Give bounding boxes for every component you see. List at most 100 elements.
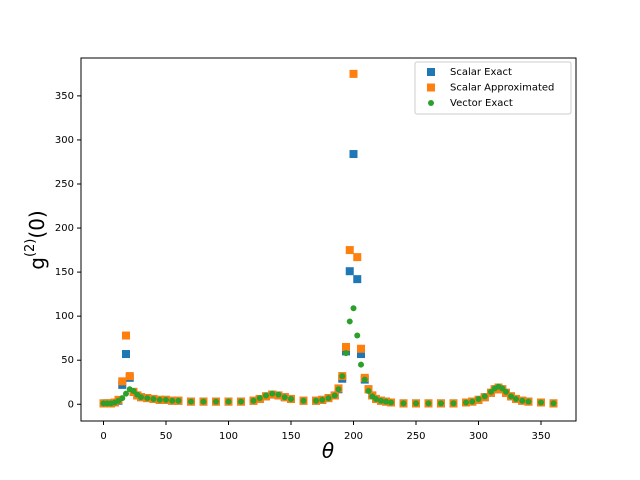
x-tick-label: 150 — [281, 431, 300, 442]
y-label-base: g — [25, 257, 49, 270]
data-point — [119, 395, 126, 402]
legend-marker — [427, 68, 435, 76]
data-point — [513, 395, 519, 402]
data-point — [345, 267, 354, 276]
data-point — [125, 372, 134, 381]
data-point — [519, 397, 526, 404]
x-tick-label: 350 — [531, 431, 550, 442]
data-point — [335, 386, 342, 393]
data-point — [118, 377, 127, 386]
data-point — [438, 400, 444, 407]
legend-label: Vector Exact — [450, 98, 513, 109]
y-tick-label: 50 — [61, 355, 74, 366]
data-point — [225, 398, 232, 405]
data-point — [281, 394, 288, 401]
x-tick-label: 250 — [406, 431, 425, 442]
data-point — [388, 399, 394, 406]
data-point — [342, 342, 350, 351]
data-point — [357, 344, 365, 353]
data-point — [508, 393, 514, 400]
data-point — [319, 396, 326, 403]
data-point — [288, 395, 294, 402]
data-point — [345, 246, 354, 255]
y-tick-label: 0 — [68, 399, 74, 410]
data-point — [130, 388, 137, 395]
data-point — [331, 392, 338, 399]
data-point — [358, 361, 364, 368]
legend-box — [414, 61, 572, 115]
data-point — [425, 400, 432, 407]
data-point — [525, 398, 532, 405]
data-point — [256, 395, 263, 402]
x-axis-label: θ — [322, 439, 334, 463]
data-point — [343, 350, 349, 357]
data-point — [346, 318, 353, 325]
data-point — [361, 376, 368, 383]
data-point — [325, 395, 332, 402]
y-axis-label: g(2)(0) — [23, 210, 49, 269]
y-tick-label: 350 — [55, 91, 74, 102]
x-tick-label: 300 — [469, 431, 488, 442]
data-point — [349, 69, 358, 78]
data-point — [144, 395, 151, 402]
y-tick-label: 250 — [55, 179, 74, 190]
data-point — [499, 385, 506, 392]
data-point — [378, 397, 384, 404]
y-label-sup: (2) — [23, 239, 38, 257]
data-point — [138, 394, 144, 401]
data-point — [354, 332, 361, 339]
data-point — [481, 393, 488, 400]
data-point — [538, 399, 544, 406]
legend-marker — [427, 83, 435, 92]
data-point — [156, 396, 163, 403]
data-point — [475, 395, 482, 402]
data-point — [200, 398, 207, 405]
data-point — [339, 373, 346, 380]
data-point — [550, 400, 557, 407]
data-point — [413, 400, 419, 407]
data-point — [269, 390, 276, 397]
data-point — [357, 350, 365, 359]
data-point — [188, 398, 194, 405]
data-point — [313, 397, 319, 404]
data-point — [213, 398, 219, 405]
data-point — [122, 331, 130, 340]
data-point — [373, 395, 379, 402]
data-point — [275, 391, 282, 398]
data-point — [469, 398, 476, 405]
data-point — [365, 388, 372, 395]
plot-frame — [80, 57, 577, 422]
data-point — [169, 397, 176, 404]
x-tick-label: 200 — [344, 431, 363, 442]
data-point — [353, 275, 362, 284]
data-point — [353, 253, 362, 262]
data-point — [122, 350, 130, 359]
data-point — [250, 397, 257, 404]
data-point — [349, 150, 358, 159]
legend-marker — [428, 100, 434, 106]
y-tick-label: 100 — [55, 311, 74, 322]
x-tick-label: 100 — [219, 431, 238, 442]
data-point — [238, 398, 244, 405]
y-tick-label: 200 — [55, 223, 74, 234]
data-point — [150, 395, 157, 402]
legend-label: Scalar Exact — [450, 67, 512, 78]
y-tick-label: 300 — [55, 135, 74, 146]
data-point — [263, 392, 269, 399]
data-point — [383, 398, 389, 405]
x-tick-label: 50 — [160, 431, 173, 442]
x-tick-label: 0 — [100, 431, 106, 442]
data-point — [123, 390, 129, 397]
y-label-arg: (0) — [25, 210, 49, 238]
y-tick-label: 150 — [55, 267, 74, 278]
data-point — [488, 388, 494, 395]
legend-label: Scalar Approximated — [450, 83, 554, 94]
data-point — [463, 399, 469, 406]
data-point — [175, 397, 182, 404]
data-point — [350, 305, 357, 312]
data-point — [400, 400, 407, 407]
data-point — [163, 396, 169, 403]
data-point — [450, 400, 457, 407]
data-point — [503, 388, 509, 395]
